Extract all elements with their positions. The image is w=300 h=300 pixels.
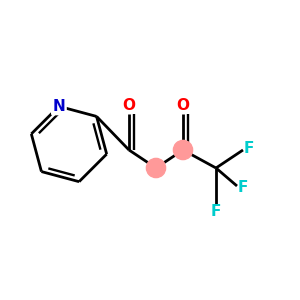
Text: N: N — [52, 99, 65, 114]
Text: O: O — [122, 98, 136, 113]
Text: O: O — [176, 98, 190, 113]
Text: F: F — [244, 141, 254, 156]
Circle shape — [146, 158, 166, 178]
Text: F: F — [238, 180, 248, 195]
Text: F: F — [211, 204, 221, 219]
Circle shape — [173, 140, 193, 160]
